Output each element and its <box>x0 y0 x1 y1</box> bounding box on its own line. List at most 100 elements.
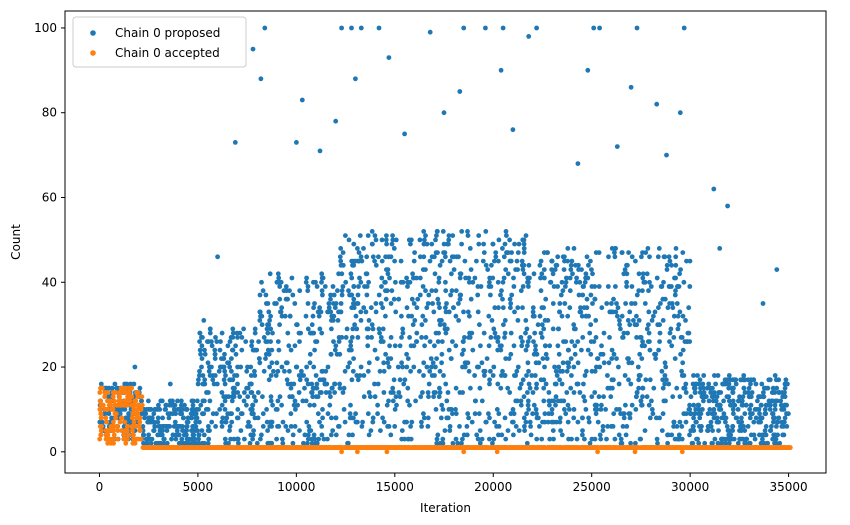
data-point <box>647 279 652 285</box>
data-point <box>305 288 311 294</box>
data-point <box>503 436 509 442</box>
data-point <box>562 407 567 412</box>
data-point <box>734 415 740 421</box>
data-point <box>498 347 504 353</box>
data-point <box>239 335 245 340</box>
data-point <box>453 436 459 442</box>
data-point <box>573 279 579 285</box>
data-point <box>725 203 730 209</box>
data-point <box>758 402 764 408</box>
data-point <box>197 368 202 374</box>
data-point <box>699 424 704 429</box>
data-point <box>349 377 355 383</box>
data-point <box>780 407 786 412</box>
data-point <box>655 440 660 446</box>
data-point <box>214 411 219 417</box>
data-point <box>156 424 162 429</box>
data-point <box>366 390 372 395</box>
data-point <box>581 305 587 311</box>
data-point <box>491 436 497 442</box>
data-point <box>399 335 404 340</box>
data-point <box>654 415 659 421</box>
data-point <box>341 407 347 412</box>
data-point <box>634 313 639 319</box>
data-point <box>600 428 606 433</box>
data-point <box>633 440 638 446</box>
data-point <box>327 402 333 408</box>
data-point <box>654 436 660 442</box>
data-point <box>535 322 541 328</box>
data-point <box>405 356 411 361</box>
data-point <box>540 356 546 361</box>
data-point <box>423 318 428 323</box>
data-point <box>235 436 241 442</box>
data-point <box>261 368 267 374</box>
data-point <box>200 335 205 340</box>
data-point <box>446 237 452 243</box>
data-point <box>105 398 110 404</box>
data-point <box>258 436 263 442</box>
data-point <box>556 364 562 370</box>
data-point <box>162 407 168 412</box>
data-point <box>661 279 666 285</box>
data-point <box>451 267 457 272</box>
data-point <box>523 347 529 353</box>
data-point <box>741 373 747 378</box>
data-point <box>128 381 133 387</box>
data-point <box>640 339 645 344</box>
data-point <box>329 385 335 391</box>
data-point <box>311 364 317 370</box>
data-point <box>106 411 112 417</box>
data-point <box>742 445 748 450</box>
data-point <box>340 284 346 289</box>
data-point <box>201 432 207 438</box>
data-point <box>701 373 707 378</box>
data-point <box>333 118 339 124</box>
data-point <box>539 436 545 442</box>
data-point <box>223 373 228 378</box>
data-point <box>259 432 264 438</box>
data-point <box>146 419 152 425</box>
data-point <box>500 368 505 374</box>
data-point <box>106 428 111 433</box>
data-point <box>524 326 530 332</box>
data-point <box>508 330 514 336</box>
data-point <box>784 411 789 417</box>
data-point <box>426 381 432 387</box>
data-point <box>746 440 752 446</box>
data-point <box>621 271 627 277</box>
data-point <box>260 424 266 429</box>
data-point <box>525 390 530 395</box>
data-point <box>400 330 406 336</box>
data-point <box>185 419 191 425</box>
data-point <box>614 144 620 150</box>
data-point <box>432 343 437 349</box>
data-point <box>210 411 216 417</box>
data-point <box>617 322 622 328</box>
data-point <box>677 394 683 400</box>
data-point <box>538 288 544 294</box>
data-point <box>293 407 298 412</box>
data-point <box>158 398 164 404</box>
data-point <box>612 436 618 442</box>
data-point <box>167 381 173 387</box>
data-point <box>489 318 495 323</box>
data-point <box>437 305 442 311</box>
data-point <box>564 390 570 395</box>
data-point <box>505 428 511 433</box>
data-point <box>172 419 178 425</box>
data-point <box>501 275 507 281</box>
data-point <box>175 424 181 429</box>
data-point <box>353 411 358 417</box>
data-point <box>760 445 765 450</box>
data-point <box>316 313 322 319</box>
data-point <box>368 428 374 433</box>
data-point <box>514 258 520 264</box>
data-point <box>126 432 132 438</box>
data-point <box>131 419 137 425</box>
data-point <box>332 305 338 311</box>
data-point <box>475 436 481 442</box>
data-point <box>566 360 572 366</box>
data-point <box>659 368 665 374</box>
data-point <box>588 339 594 344</box>
